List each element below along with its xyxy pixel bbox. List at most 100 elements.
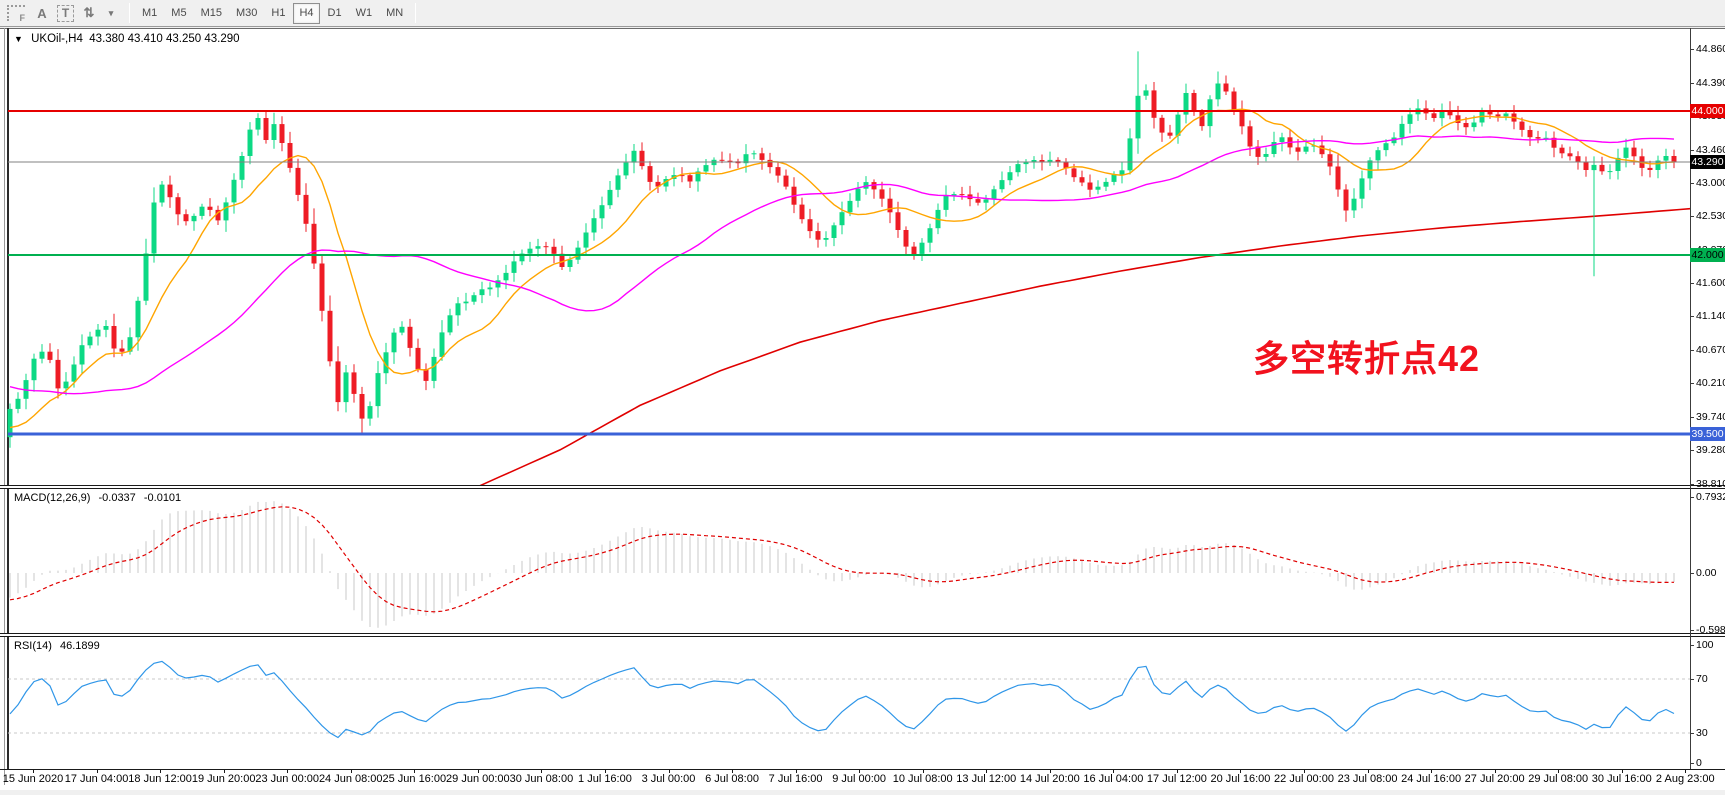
chart-text-annotation[interactable]: 多空转折点42 <box>1253 338 1481 379</box>
time-axis-label: 29 Jul 08:00 <box>1528 773 1589 785</box>
macd-indicator-panel[interactable] <box>0 488 1690 633</box>
rsi-value: 46.1899 <box>59 640 100 652</box>
time-axis-label: 25 Jun 16:00 <box>382 773 447 785</box>
chart-frame-top <box>0 28 1725 29</box>
macd-axis-label: 0.00 <box>1696 567 1717 579</box>
time-axis-label: 17 Jul 12:00 <box>1146 773 1207 785</box>
time-axis-tick <box>1431 769 1433 773</box>
timeframe-button-w1[interactable]: W1 <box>350 3 379 24</box>
time-axis-label: 22 Jul 00:00 <box>1274 773 1334 785</box>
text-tool-icon[interactable]: T <box>57 4 74 22</box>
support-line-price-badge: 39.500 <box>1690 427 1725 441</box>
time-axis-label: 14 Jul 20:00 <box>1019 773 1080 785</box>
time-axis-label: 23 Jun 00:00 <box>255 773 319 785</box>
time-axis-tick <box>604 769 606 773</box>
rsi-axis-label: 30 <box>1696 727 1708 739</box>
time-axis-tick <box>1685 769 1687 773</box>
chart-frame-left <box>4 28 5 785</box>
time-axis-label: 7 Jul 16:00 <box>768 773 823 785</box>
time-axis-tick <box>33 769 34 773</box>
time-axis-label: 24 Jul 16:00 <box>1401 773 1462 785</box>
time-axis-label: 24 Jun 08:00 <box>318 773 383 785</box>
timeframe-button-h4[interactable]: H4 <box>293 2 320 24</box>
axis-tick <box>1690 573 1694 574</box>
timeframe-button-group: M1 M5 M15 M30 H1 H4 D1 W1 MN <box>135 2 410 24</box>
axis-tick <box>1690 630 1694 631</box>
axis-tick <box>1690 83 1694 84</box>
price-axis-label: 43.000 <box>1696 177 1725 189</box>
time-axis-tick <box>541 769 543 773</box>
panel-divider[interactable] <box>0 485 1725 489</box>
axis-tick <box>1690 417 1694 418</box>
cursor-a-icon[interactable]: A <box>37 5 47 21</box>
price-axis-label: 44.390 <box>1696 77 1725 89</box>
current-price-badge: 43.290 <box>1690 155 1725 169</box>
time-axis-tick <box>795 769 797 773</box>
main-price-chart[interactable] <box>0 28 1690 486</box>
time-axis-label: 3 Jul 00:00 <box>641 773 696 785</box>
chart-frame-left-inner <box>7 28 9 770</box>
time-axis-tick <box>1049 769 1051 773</box>
timeframe-button-m30[interactable]: M30 <box>230 3 263 24</box>
collapse-triangle-icon[interactable]: ▼ <box>14 34 23 44</box>
timeframe-button-m15[interactable]: M15 <box>195 3 228 24</box>
macd-main-value: -0.0337 <box>98 492 136 504</box>
timeframe-button-m1[interactable]: M1 <box>136 3 163 24</box>
timeframe-button-m5[interactable]: M5 <box>165 3 192 24</box>
axis-tick <box>1690 733 1694 734</box>
price-axis-label: 40.670 <box>1696 344 1725 356</box>
price-axis-line <box>1690 28 1691 769</box>
time-axis-tick <box>1176 769 1178 773</box>
time-axis-tick <box>96 769 98 773</box>
axis-tick <box>1690 679 1694 680</box>
axis-tick <box>1690 350 1694 351</box>
macd-title: MACD(12,26,9) <box>14 492 91 504</box>
time-axis-tick <box>223 769 225 773</box>
timeframe-button-mn[interactable]: MN <box>380 3 409 24</box>
timeframe-button-h1[interactable]: H1 <box>265 3 291 24</box>
axis-tick <box>1690 283 1694 284</box>
time-axis-label: 20 Jul 16:00 <box>1210 773 1271 785</box>
rsi-axis-label: 0 <box>1696 757 1702 769</box>
resistance-line-price-badge: 44.000 <box>1690 104 1725 118</box>
macd-label: MACD(12,26,9) -0.0337 -0.0101 <box>14 492 186 504</box>
time-axis-label: 29 Jun 00:00 <box>446 773 510 785</box>
axis-tick <box>1690 763 1694 764</box>
time-axis-tick <box>859 769 861 773</box>
axis-tick <box>1690 49 1694 50</box>
panel-divider[interactable] <box>0 633 1725 637</box>
price-axis-label: 42.530 <box>1696 210 1725 222</box>
axis-tick <box>1690 450 1694 451</box>
time-axis-label: 9 Jul 00:00 <box>832 773 887 785</box>
rsi-indicator-panel[interactable] <box>0 636 1690 768</box>
time-axis-tick <box>1304 769 1305 773</box>
toolbar-separator <box>129 3 130 23</box>
price-axis-label: 39.740 <box>1696 411 1725 423</box>
axis-tick <box>1690 216 1694 217</box>
axis-tick <box>1690 316 1694 317</box>
axis-tick <box>1690 497 1694 498</box>
price-axis-label: 41.140 <box>1696 310 1725 322</box>
timeframe-button-d1[interactable]: D1 <box>322 3 348 24</box>
toolbar: F A T ⇅ ▾ M1 M5 M15 M30 H1 H4 D1 W1 MN <box>0 0 1725 27</box>
dropdown-caret-icon[interactable]: ▾ <box>108 7 114 18</box>
time-axis-tick <box>1494 769 1496 773</box>
rsi-axis-label: 70 <box>1696 673 1708 685</box>
price-axis-label: 41.600 <box>1696 277 1725 289</box>
pivot-line-price-badge: 42.000 <box>1690 248 1725 262</box>
time-axis-tick <box>1240 769 1242 773</box>
chart-ohlc-values: 43.380 43.410 43.250 43.290 <box>89 33 240 45</box>
grid-f-icon[interactable]: F <box>5 3 27 23</box>
price-axis-label: 39.280 <box>1696 444 1725 456</box>
time-axis-tick <box>350 769 352 773</box>
time-axis-tick <box>1558 769 1560 773</box>
time-axis-tick <box>922 769 924 773</box>
time-axis-tick <box>1621 769 1623 773</box>
price-axis-label: 44.860 <box>1696 43 1725 55</box>
time-axis-label: 15 Jun 2020 <box>2 773 64 785</box>
chart-title: ▼ UKOil-,H4 43.380 43.410 43.250 43.290 <box>14 33 240 45</box>
time-axis-label: 30 Jun 08:00 <box>509 773 574 785</box>
arrows-tool-icon[interactable]: ⇅ <box>83 5 95 20</box>
price-axis-label: 38.810 <box>1696 478 1725 490</box>
